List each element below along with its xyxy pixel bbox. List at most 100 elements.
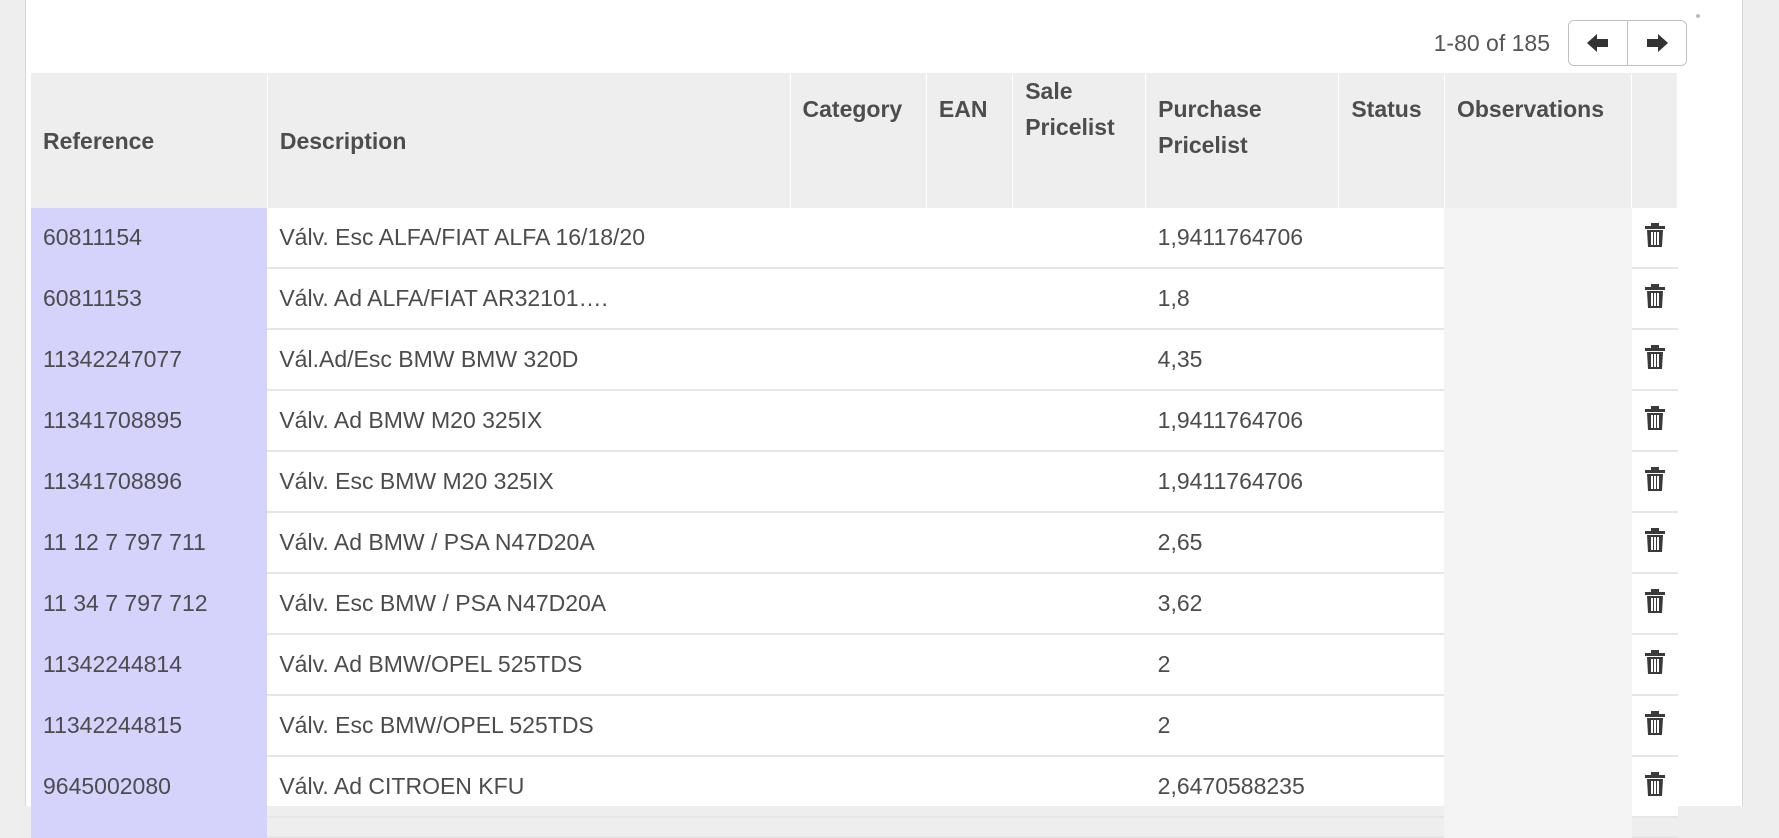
cell-ean[interactable] — [926, 208, 1013, 269]
cell-purchase-pricelist[interactable]: 2 — [1145, 695, 1339, 757]
cell-description[interactable]: Válv. Ad BMW/OPEL 525TDS — [267, 634, 791, 696]
cell-category[interactable] — [790, 634, 927, 696]
cell-sale-pricelist[interactable] — [1012, 512, 1146, 574]
cell-reference[interactable]: 11341708896 — [31, 451, 268, 513]
pager-next-button[interactable] — [1627, 21, 1686, 65]
table-row[interactable]: 60811153 Válv. Ad ALFA/FIAT AR32101…. 1,8 — [31, 268, 1678, 330]
column-header-purchase-pricelist[interactable]: Purchase Pricelist — [1145, 73, 1340, 208]
cell-purchase-pricelist[interactable]: 3,62 — [1145, 573, 1339, 635]
cell-observations[interactable] — [1444, 451, 1632, 513]
cell-description[interactable]: Válv. Esc ALFA/FIAT ALFA 16/18/20 — [267, 208, 791, 269]
cell-status[interactable] — [1338, 512, 1445, 574]
cell-reference[interactable]: 11341708895 — [31, 390, 268, 452]
cell-purchase-pricelist[interactable]: 1,9411764706 — [1145, 390, 1339, 452]
cell-sale-pricelist[interactable] — [1012, 756, 1146, 818]
cell-status[interactable] — [1338, 451, 1445, 513]
pager-value[interactable]: 1-80 of 185 — [1433, 29, 1550, 56]
cell-reference[interactable]: 11 34 7 797 712 — [31, 573, 268, 635]
cell-purchase-pricelist[interactable]: 4,35 — [1145, 329, 1339, 391]
trash-icon[interactable] — [1644, 710, 1665, 741]
trash-icon[interactable] — [1644, 649, 1665, 680]
cell-description[interactable]: Válv. Esc BMW M20 325IX — [267, 451, 791, 513]
cell-reference[interactable]: 60811153 — [31, 268, 268, 330]
cell-status[interactable] — [1338, 329, 1445, 391]
pager-previous-button[interactable] — [1569, 21, 1627, 65]
cell-status[interactable] — [1338, 208, 1445, 269]
cell-status[interactable] — [1338, 634, 1445, 696]
cell-ean[interactable] — [926, 329, 1013, 391]
column-header-reference[interactable]: Reference — [31, 73, 268, 208]
cell-category[interactable] — [790, 208, 927, 269]
table-row[interactable]: 11341708896 Válv. Esc BMW M20 325IX 1,9411… — [31, 451, 1678, 513]
cell-sale-pricelist[interactable] — [1012, 390, 1146, 452]
column-header-observations[interactable]: Observations — [1444, 73, 1633, 208]
cell-sale-pricelist[interactable] — [1012, 573, 1146, 635]
cell-category[interactable] — [790, 268, 927, 330]
table-row[interactable]: 9645002080 Válv. Ad CITROEN KFU 2,64705882… — [31, 756, 1678, 818]
cell-category[interactable] — [790, 451, 927, 513]
cell-sale-pricelist[interactable] — [1012, 268, 1146, 330]
cell-status[interactable] — [1338, 573, 1445, 635]
cell-reference[interactable]: 9645002080 — [31, 756, 268, 818]
cell-ean[interactable] — [926, 451, 1013, 513]
trash-icon[interactable] — [1644, 405, 1665, 436]
cell-description[interactable]: Válv. Esc BMW / PSA N47D20A — [267, 573, 791, 635]
cell-category[interactable] — [790, 695, 927, 757]
cell-ean[interactable] — [926, 634, 1013, 696]
cell-reference[interactable]: 60811154 — [31, 208, 268, 269]
cell-ean[interactable] — [926, 268, 1013, 330]
trash-icon[interactable] — [1644, 222, 1665, 253]
cell-description[interactable]: Válv. Ad BMW / PSA N47D20A — [267, 512, 791, 574]
cell-description[interactable]: Válv. Esc BMW/OPEL 525TDS — [267, 695, 791, 757]
cell-observations[interactable] — [1444, 695, 1632, 757]
table-row[interactable]: 11342244815 Válv. Esc BMW/OPEL 525TDS 2 — [31, 695, 1678, 757]
cell-description[interactable]: Válv. Ad BMW M20 325IX — [267, 390, 791, 452]
cell-status[interactable] — [1338, 268, 1445, 330]
table-row[interactable]: 11 34 7 797 712 Válv. Esc BMW / PSA N47D2… — [31, 573, 1678, 635]
cell-purchase-pricelist[interactable]: 2,65 — [1145, 512, 1339, 574]
cell-purchase-pricelist[interactable]: 1,8 — [1145, 268, 1339, 330]
column-header-sale-pricelist[interactable]: Sale Pricelist — [1012, 73, 1147, 208]
cell-observations[interactable] — [1444, 634, 1632, 696]
cell-reference[interactable]: 11 12 7 797 711 — [31, 512, 268, 574]
cell-ean[interactable] — [926, 512, 1013, 574]
cell-ean[interactable] — [926, 390, 1013, 452]
column-header-ean[interactable]: EAN — [926, 73, 1014, 208]
cell-category[interactable] — [790, 573, 927, 635]
cell-category[interactable] — [790, 512, 927, 574]
cell-observations[interactable] — [1444, 573, 1632, 635]
cell-status[interactable] — [1338, 756, 1445, 818]
cell-observations[interactable] — [1444, 329, 1632, 391]
trash-icon[interactable] — [1644, 466, 1665, 497]
cell-status[interactable] — [1338, 695, 1445, 757]
table-row[interactable]: 11342247077 Vál.Ad/Esc BMW BMW 320D 4,35 — [31, 329, 1678, 391]
cell-ean[interactable] — [926, 695, 1013, 757]
trash-icon[interactable] — [1644, 771, 1665, 802]
cell-category[interactable] — [790, 329, 927, 391]
cell-purchase-pricelist[interactable]: 2,6470588235 — [1145, 756, 1339, 818]
column-header-status[interactable]: Status — [1338, 73, 1445, 208]
cell-sale-pricelist[interactable] — [1012, 634, 1146, 696]
cell-sale-pricelist[interactable] — [1012, 451, 1146, 513]
cell-sale-pricelist[interactable] — [1012, 208, 1146, 269]
cell-observations[interactable] — [1444, 390, 1632, 452]
trash-icon[interactable] — [1644, 527, 1665, 558]
trash-icon[interactable] — [1644, 283, 1665, 314]
cell-category[interactable] — [790, 756, 927, 818]
cell-observations[interactable] — [1444, 512, 1632, 574]
table-row[interactable]: 60811154 Válv. Esc ALFA/FIAT ALFA 16/18/2… — [31, 208, 1678, 269]
column-header-description[interactable]: Description — [267, 73, 791, 208]
cell-ean[interactable] — [926, 756, 1013, 818]
trash-icon[interactable] — [1644, 344, 1665, 375]
table-row[interactable]: 11 12 7 797 711 Válv. Ad BMW / PSA N47D20… — [31, 512, 1678, 574]
cell-sale-pricelist[interactable] — [1012, 329, 1146, 391]
table-row[interactable]: 11341708895 Válv. Ad BMW M20 325IX 1,94117… — [31, 390, 1678, 452]
cell-reference[interactable]: 11342247077 — [31, 329, 268, 391]
column-header-category[interactable]: Category — [790, 73, 927, 208]
table-row[interactable]: 11342244814 Válv. Ad BMW/OPEL 525TDS 2 — [31, 634, 1678, 696]
cell-category[interactable] — [790, 390, 927, 452]
cell-purchase-pricelist[interactable]: 1,9411764706 — [1145, 451, 1339, 513]
cell-sale-pricelist[interactable] — [1012, 695, 1146, 757]
cell-observations[interactable] — [1444, 268, 1632, 330]
cell-description[interactable]: Vál.Ad/Esc BMW BMW 320D — [267, 329, 791, 391]
